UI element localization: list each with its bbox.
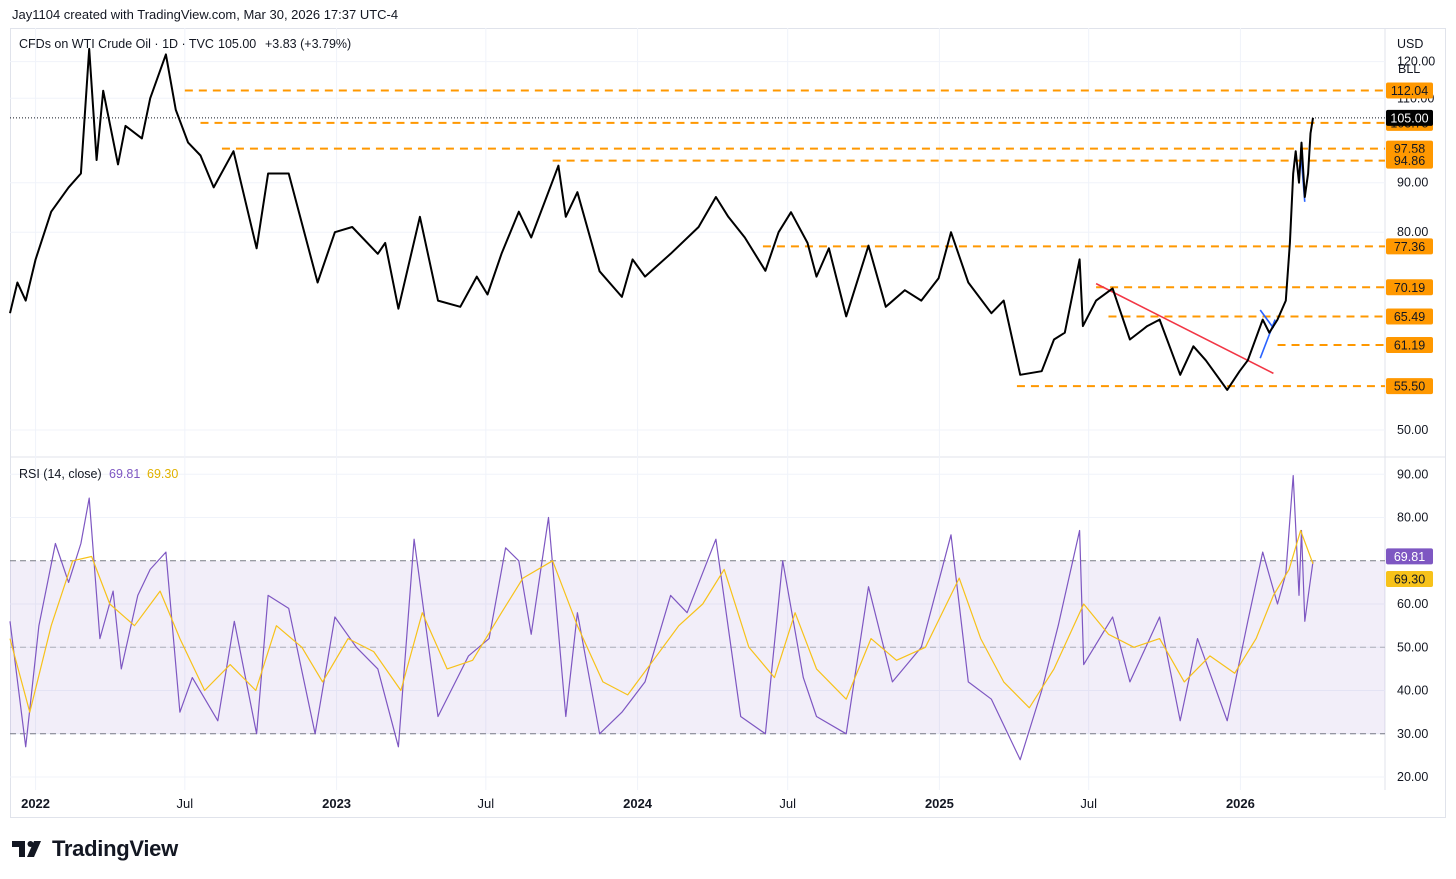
price-line bbox=[9, 47, 1314, 391]
level-label-text: 77.36 bbox=[1394, 240, 1425, 254]
x-tick-label: 2025 bbox=[925, 796, 954, 811]
chart-frame bbox=[10, 28, 1446, 818]
level-label-box bbox=[1386, 279, 1433, 296]
chart-credit: Jay1104 created with TradingView.com, Ma… bbox=[12, 7, 399, 22]
rsi-tick-label: 40.00 bbox=[1397, 684, 1428, 698]
rsi-ma-legend-value: 69.30 bbox=[147, 467, 178, 481]
current-price-label-text: 105.00 bbox=[1390, 111, 1428, 125]
level-label-box bbox=[1386, 308, 1433, 325]
rsi-tick-label: 30.00 bbox=[1397, 727, 1428, 741]
level-label-text: 65.49 bbox=[1394, 310, 1425, 324]
level-label-text: 94.86 bbox=[1394, 154, 1425, 168]
x-tick-label: 2022 bbox=[21, 796, 50, 811]
x-tick-label: 2023 bbox=[322, 796, 351, 811]
rsi-tick-label: 90.00 bbox=[1397, 467, 1428, 481]
price-tick-label: 120.00 bbox=[1397, 55, 1435, 69]
price-legend-title: CFDs on WTI Crude Oil · 1D · TVC bbox=[19, 37, 214, 51]
rsi-ma-value-label-text: 69.30 bbox=[1394, 572, 1425, 586]
x-tick-label: Jul bbox=[177, 796, 194, 811]
rsi-tick-label: 50.00 bbox=[1397, 640, 1428, 654]
support-resistance-levels bbox=[10, 89, 1385, 388]
price-legend-change: +3.83 (+3.79%) bbox=[265, 37, 351, 51]
rsi-legend-title: RSI (14, close) bbox=[19, 467, 102, 481]
x-tick-label: Jul bbox=[1080, 796, 1097, 811]
current-price-label-box bbox=[1386, 109, 1433, 126]
level-label-text: 70.19 bbox=[1394, 281, 1425, 295]
rsi-tick-label: 60.00 bbox=[1397, 597, 1428, 611]
rsi-value-label-text: 69.81 bbox=[1394, 550, 1425, 564]
rsi-tick-label: 20.00 bbox=[1397, 770, 1428, 784]
tradingview-logo[interactable]: TradingView bbox=[12, 836, 178, 862]
rsi-ma-line bbox=[9, 529, 1314, 713]
x-tick-label: Jul bbox=[478, 796, 495, 811]
price-axis: 2022 Jul 2023 Jul 2024 Jul 2025 Jul 2026 120.00 11… bbox=[21, 55, 1435, 811]
price-tick-label: 80.00 bbox=[1397, 225, 1428, 239]
level-label-text: 55.50 bbox=[1394, 380, 1425, 394]
level-label-box bbox=[1386, 337, 1433, 354]
trendline-blue-wedge-upper bbox=[1259, 309, 1275, 329]
rsi-tick-label: 80.00 bbox=[1397, 511, 1428, 525]
price-tick-label: 90.00 bbox=[1397, 176, 1428, 190]
rsi-legend-value: 69.81 bbox=[109, 467, 140, 481]
level-label-box bbox=[1386, 82, 1433, 99]
level-label-box bbox=[1386, 238, 1433, 255]
rsi-line bbox=[9, 475, 1314, 761]
x-tick-label: Jul bbox=[779, 796, 796, 811]
unit-label[interactable]: BLL bbox=[1398, 62, 1420, 76]
rsi-ma-value-label-box bbox=[1386, 570, 1433, 587]
trendline-red-downtrend bbox=[1095, 282, 1274, 375]
currency-label[interactable]: USD bbox=[1397, 37, 1423, 51]
tradingview-logo-icon bbox=[12, 841, 41, 857]
level-label-text: 61.19 bbox=[1394, 339, 1425, 353]
trendlines bbox=[1095, 159, 1306, 375]
x-tick-label: 2024 bbox=[623, 796, 653, 811]
tradingview-logo-text: TradingView bbox=[52, 836, 178, 861]
rsi-value-label-box bbox=[1386, 548, 1433, 565]
price-series-layer bbox=[9, 47, 1314, 761]
level-label-box bbox=[1386, 152, 1433, 169]
x-tick-label: 2026 bbox=[1226, 796, 1255, 811]
level-label-box bbox=[1386, 378, 1433, 395]
price-tick-label: 50.00 bbox=[1397, 423, 1428, 437]
level-label-text: 112.04 bbox=[1391, 84, 1428, 98]
price-legend-value: 105.00 bbox=[218, 37, 256, 51]
legends: CFDs on WTI Crude Oil · 1D · TVC 105.00 … bbox=[19, 37, 1423, 481]
